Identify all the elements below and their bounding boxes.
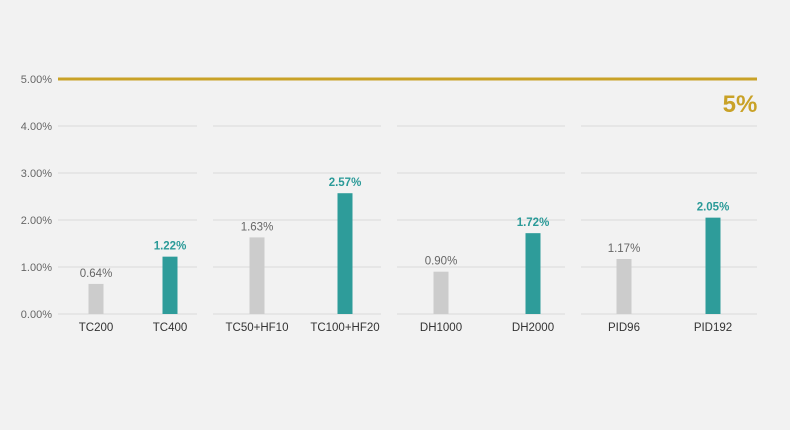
- x-tick-label: TC100+HF20: [310, 322, 379, 334]
- x-tick-label: DH1000: [420, 322, 462, 334]
- data-label: 1.17%: [608, 243, 641, 255]
- y-tick-label: 5.00%: [21, 74, 52, 86]
- bar-dh2000: [525, 233, 541, 314]
- x-tick-label: TC200: [79, 322, 114, 334]
- x-tick-label: TC50+HF10: [226, 322, 289, 334]
- reference-line-label: 5%: [723, 91, 758, 118]
- data-label: 2.05%: [697, 202, 730, 214]
- x-tick-label: PID192: [694, 322, 732, 334]
- data-label: 0.90%: [425, 256, 458, 268]
- y-tick-label: 3.00%: [21, 168, 52, 180]
- bar-pid192: [705, 217, 721, 314]
- bar-tc100-hf20: [337, 193, 353, 314]
- bar-tc50-hf10: [249, 237, 265, 314]
- y-tick-label: 4.00%: [21, 121, 52, 133]
- data-label: 1.63%: [241, 221, 274, 233]
- x-tick-label: TC400: [153, 322, 188, 334]
- data-label: 0.64%: [80, 268, 113, 280]
- y-tick-label: 1.00%: [21, 262, 52, 274]
- bar-tc400: [162, 256, 178, 314]
- data-label: 1.72%: [517, 217, 550, 229]
- y-tick-label: 0.00%: [21, 309, 52, 321]
- x-tick-label: DH2000: [512, 322, 554, 334]
- x-tick-label: PID96: [608, 322, 640, 334]
- bar-pid96: [616, 259, 632, 314]
- data-label: 1.22%: [154, 241, 187, 253]
- y-tick-label: 2.00%: [21, 215, 52, 227]
- data-label: 2.57%: [329, 177, 362, 189]
- bar-dh1000: [433, 271, 449, 314]
- bar-tc200: [88, 283, 104, 314]
